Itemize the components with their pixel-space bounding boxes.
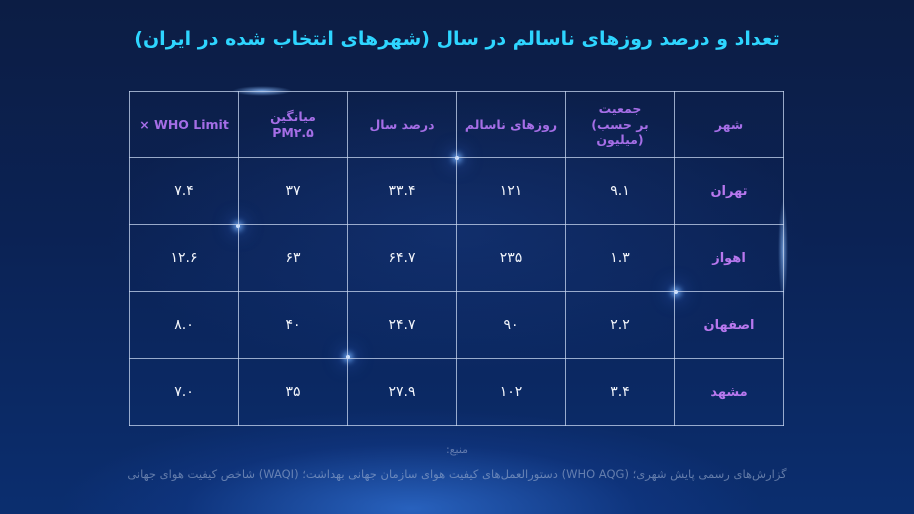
cell-population: ۹.۱ [565, 157, 675, 225]
source-label: منبع: [445, 443, 469, 456]
cell-pm25: ۴۰ [238, 291, 348, 359]
header-pm25-line1: میانگین [270, 108, 316, 124]
header-pm25: میانگین PM۲.۵ [238, 91, 348, 158]
cell-population: ۲.۲ [565, 291, 675, 359]
cell-unhealthy-days: ۱۰۲ [456, 358, 566, 426]
header-percent: درصد سال [347, 91, 457, 158]
header-who-limit: × WHO Limit [129, 91, 239, 158]
cell-city: اهواز [674, 224, 784, 292]
cell-percent: ۶۴.۷ [347, 224, 457, 292]
cell-who-limit: ۱۲.۶ [129, 224, 239, 292]
table-row: ۱۲.۶ ۶۳ ۶۴.۷ ۲۳۵ ۱.۳ اهواز [129, 224, 784, 292]
header-population-line2: (بر حسب میلیون) [591, 116, 649, 148]
pollution-table: × WHO Limit میانگین PM۲.۵ درصد سال روزها… [129, 91, 784, 426]
cell-pm25: ۳۵ [238, 358, 348, 426]
cell-percent: ۳۳.۴ [347, 157, 457, 225]
cell-city: مشهد [674, 358, 784, 426]
cell-population: ۳.۴ [565, 358, 675, 426]
cell-city: تهران [674, 157, 784, 225]
page-title: تعداد و درصد روزهای ناسالم در سال (شهرها… [134, 28, 780, 50]
header-unhealthy-days: روزهای ناسالم [456, 91, 566, 158]
table-row: ۷.۰ ۳۵ ۲۷.۹ ۱۰۲ ۳.۴ مشهد [129, 358, 784, 426]
cell-unhealthy-days: ۹۰ [456, 291, 566, 359]
header-city: شهر [674, 91, 784, 158]
header-population: جمعیت (بر حسب میلیون) [565, 91, 675, 158]
table-row: ۸.۰ ۴۰ ۲۴.۷ ۹۰ ۲.۲ اصفهان [129, 291, 784, 359]
cell-population: ۱.۳ [565, 224, 675, 292]
header-population-line1: جمعیت [598, 101, 642, 117]
cell-percent: ۲۷.۹ [347, 358, 457, 426]
cell-who-limit: ۷.۰ [129, 358, 239, 426]
table-header-row: × WHO Limit میانگین PM۲.۵ درصد سال روزها… [129, 91, 784, 158]
cell-pm25: ۳۷ [238, 157, 348, 225]
cell-who-limit: ۸.۰ [129, 291, 239, 359]
cell-who-limit: ۷.۴ [129, 157, 239, 225]
data-table-container: × WHO Limit میانگین PM۲.۵ درصد سال روزها… [129, 91, 784, 426]
cell-pm25: ۶۳ [238, 224, 348, 292]
header-pm25-line2: PM۲.۵ [272, 124, 314, 140]
cell-percent: ۲۴.۷ [347, 291, 457, 359]
table-row: ۷.۴ ۳۷ ۳۳.۴ ۱۲۱ ۹.۱ تهران [129, 157, 784, 225]
cell-unhealthy-days: ۱۲۱ [456, 157, 566, 225]
cell-city: اصفهان [674, 291, 784, 359]
cell-unhealthy-days: ۲۳۵ [456, 224, 566, 292]
source-text: گزارش‌های رسمی پایش شهری؛ (WHO AQG) دستو… [127, 467, 787, 481]
